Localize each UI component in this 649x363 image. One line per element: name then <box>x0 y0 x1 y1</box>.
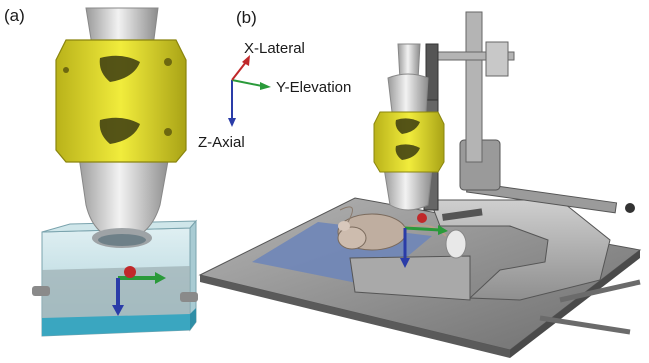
panel-a-illustration <box>32 7 198 337</box>
panel-b-illustration <box>198 11 642 358</box>
ultrasound-probe <box>77 7 171 248</box>
head-bar <box>442 208 483 221</box>
probe-holder-b <box>373 111 445 173</box>
mouse <box>337 206 447 251</box>
panel-label-b: (b) <box>236 8 257 27</box>
stereotaxic-stage <box>349 139 635 301</box>
nose-cone <box>445 229 467 259</box>
coordinate-axes-legend <box>228 55 271 127</box>
axis-label-z: Z-Axial <box>198 134 245 151</box>
coordinate-axes-panel-a <box>112 266 166 316</box>
probe-holder <box>55 39 187 163</box>
axis-label-y: Y-Elevation <box>276 79 352 96</box>
axis-label-x: X-Lateral <box>244 40 305 57</box>
panel-label-a: (a) <box>4 6 25 25</box>
coordinate-axes-panel-b <box>400 213 448 268</box>
ultrasound-probe-b <box>383 43 433 211</box>
